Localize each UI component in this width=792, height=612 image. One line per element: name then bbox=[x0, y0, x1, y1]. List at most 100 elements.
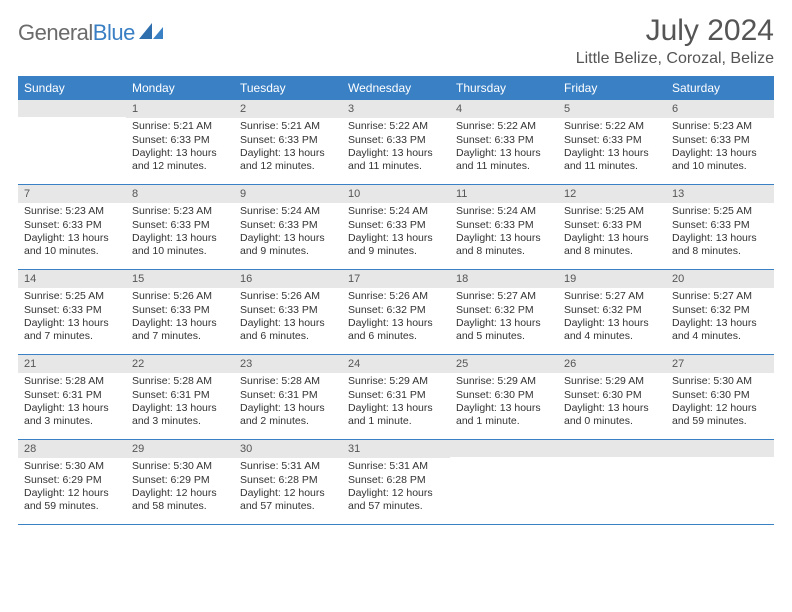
day-number: 15 bbox=[126, 270, 234, 288]
day-line: Daylight: 12 hours bbox=[672, 402, 768, 415]
day-line: Sunrise: 5:26 AM bbox=[348, 290, 444, 303]
day-line: Sunrise: 5:25 AM bbox=[564, 205, 660, 218]
day-number: 1 bbox=[126, 100, 234, 118]
day-cell: 31Sunrise: 5:31 AMSunset: 6:28 PMDayligh… bbox=[342, 440, 450, 524]
day-line: and 3 minutes. bbox=[24, 415, 120, 428]
brand-text: GeneralBlue bbox=[18, 20, 135, 46]
brand-logo: GeneralBlue bbox=[18, 14, 165, 46]
day-body: Sunrise: 5:23 AMSunset: 6:33 PMDaylight:… bbox=[18, 203, 126, 265]
day-line: Sunset: 6:33 PM bbox=[564, 134, 660, 147]
day-line: Sunrise: 5:28 AM bbox=[132, 375, 228, 388]
day-line: and 59 minutes. bbox=[672, 415, 768, 428]
day-line: Sunset: 6:33 PM bbox=[564, 219, 660, 232]
day-cell: 30Sunrise: 5:31 AMSunset: 6:28 PMDayligh… bbox=[234, 440, 342, 524]
header: GeneralBlue July 2024 Little Belize, Cor… bbox=[18, 14, 774, 68]
day-number: 3 bbox=[342, 100, 450, 118]
sail-icon bbox=[139, 21, 165, 46]
day-number: 21 bbox=[18, 355, 126, 373]
week-row: 7Sunrise: 5:23 AMSunset: 6:33 PMDaylight… bbox=[18, 185, 774, 270]
day-line: Daylight: 13 hours bbox=[456, 402, 552, 415]
day-line: and 6 minutes. bbox=[348, 330, 444, 343]
day-cell: 9Sunrise: 5:24 AMSunset: 6:33 PMDaylight… bbox=[234, 185, 342, 269]
location: Little Belize, Corozal, Belize bbox=[576, 50, 774, 68]
day-body: Sunrise: 5:31 AMSunset: 6:28 PMDaylight:… bbox=[234, 458, 342, 520]
day-line: and 4 minutes. bbox=[564, 330, 660, 343]
day-cell: 15Sunrise: 5:26 AMSunset: 6:33 PMDayligh… bbox=[126, 270, 234, 354]
day-body: Sunrise: 5:28 AMSunset: 6:31 PMDaylight:… bbox=[18, 373, 126, 435]
weekday-header: Friday bbox=[558, 76, 666, 100]
weekday-header: Sunday bbox=[18, 76, 126, 100]
day-cell: 22Sunrise: 5:28 AMSunset: 6:31 PMDayligh… bbox=[126, 355, 234, 439]
day-line: Sunset: 6:32 PM bbox=[348, 304, 444, 317]
day-line: Sunset: 6:33 PM bbox=[672, 219, 768, 232]
day-line: Sunrise: 5:24 AM bbox=[348, 205, 444, 218]
week-row: 14Sunrise: 5:25 AMSunset: 6:33 PMDayligh… bbox=[18, 270, 774, 355]
day-line: Sunset: 6:29 PM bbox=[24, 474, 120, 487]
day-cell: 21Sunrise: 5:28 AMSunset: 6:31 PMDayligh… bbox=[18, 355, 126, 439]
day-cell bbox=[450, 440, 558, 524]
day-line: and 10 minutes. bbox=[132, 245, 228, 258]
day-line: and 58 minutes. bbox=[132, 500, 228, 513]
day-number: 8 bbox=[126, 185, 234, 203]
day-body: Sunrise: 5:27 AMSunset: 6:32 PMDaylight:… bbox=[558, 288, 666, 350]
day-body: Sunrise: 5:29 AMSunset: 6:31 PMDaylight:… bbox=[342, 373, 450, 435]
day-number: 26 bbox=[558, 355, 666, 373]
day-line: Sunrise: 5:26 AM bbox=[132, 290, 228, 303]
brand-word2: Blue bbox=[93, 20, 135, 45]
day-line: Daylight: 12 hours bbox=[132, 487, 228, 500]
day-line: Sunrise: 5:29 AM bbox=[348, 375, 444, 388]
day-line: Sunset: 6:28 PM bbox=[348, 474, 444, 487]
day-cell: 20Sunrise: 5:27 AMSunset: 6:32 PMDayligh… bbox=[666, 270, 774, 354]
day-line: Sunset: 6:32 PM bbox=[456, 304, 552, 317]
day-number: 2 bbox=[234, 100, 342, 118]
day-line: Sunrise: 5:22 AM bbox=[564, 120, 660, 133]
day-line: Sunset: 6:33 PM bbox=[24, 304, 120, 317]
day-number: 5 bbox=[558, 100, 666, 118]
day-cell: 23Sunrise: 5:28 AMSunset: 6:31 PMDayligh… bbox=[234, 355, 342, 439]
day-line: Sunset: 6:33 PM bbox=[348, 219, 444, 232]
day-line: and 12 minutes. bbox=[132, 160, 228, 173]
day-cell: 14Sunrise: 5:25 AMSunset: 6:33 PMDayligh… bbox=[18, 270, 126, 354]
day-line: and 57 minutes. bbox=[240, 500, 336, 513]
day-cell bbox=[666, 440, 774, 524]
day-line: Daylight: 13 hours bbox=[564, 402, 660, 415]
day-line: Daylight: 13 hours bbox=[240, 402, 336, 415]
day-line: and 9 minutes. bbox=[348, 245, 444, 258]
day-line: and 8 minutes. bbox=[564, 245, 660, 258]
day-line: Daylight: 12 hours bbox=[348, 487, 444, 500]
day-line: and 2 minutes. bbox=[240, 415, 336, 428]
day-number bbox=[558, 440, 666, 457]
day-line: and 7 minutes. bbox=[132, 330, 228, 343]
day-number: 10 bbox=[342, 185, 450, 203]
day-line: Sunrise: 5:30 AM bbox=[672, 375, 768, 388]
day-line: Sunset: 6:33 PM bbox=[132, 219, 228, 232]
day-number bbox=[450, 440, 558, 457]
day-number: 23 bbox=[234, 355, 342, 373]
day-line: and 11 minutes. bbox=[456, 160, 552, 173]
day-line: Sunrise: 5:30 AM bbox=[24, 460, 120, 473]
day-number: 18 bbox=[450, 270, 558, 288]
day-number: 14 bbox=[18, 270, 126, 288]
weekday-header-row: Sunday Monday Tuesday Wednesday Thursday… bbox=[18, 76, 774, 100]
day-line: Sunrise: 5:29 AM bbox=[564, 375, 660, 388]
day-body: Sunrise: 5:30 AMSunset: 6:30 PMDaylight:… bbox=[666, 373, 774, 435]
day-line: Sunrise: 5:21 AM bbox=[240, 120, 336, 133]
day-line: and 12 minutes. bbox=[240, 160, 336, 173]
day-cell: 25Sunrise: 5:29 AMSunset: 6:30 PMDayligh… bbox=[450, 355, 558, 439]
day-number: 16 bbox=[234, 270, 342, 288]
day-line: Daylight: 12 hours bbox=[24, 487, 120, 500]
day-body: Sunrise: 5:24 AMSunset: 6:33 PMDaylight:… bbox=[234, 203, 342, 265]
day-line: Sunrise: 5:31 AM bbox=[240, 460, 336, 473]
day-number: 24 bbox=[342, 355, 450, 373]
day-line: and 59 minutes. bbox=[24, 500, 120, 513]
day-body: Sunrise: 5:27 AMSunset: 6:32 PMDaylight:… bbox=[450, 288, 558, 350]
day-number: 7 bbox=[18, 185, 126, 203]
day-body: Sunrise: 5:22 AMSunset: 6:33 PMDaylight:… bbox=[342, 118, 450, 180]
day-cell: 28Sunrise: 5:30 AMSunset: 6:29 PMDayligh… bbox=[18, 440, 126, 524]
day-line: Daylight: 13 hours bbox=[24, 402, 120, 415]
day-number: 12 bbox=[558, 185, 666, 203]
day-cell: 6Sunrise: 5:23 AMSunset: 6:33 PMDaylight… bbox=[666, 100, 774, 184]
day-line: Daylight: 13 hours bbox=[672, 232, 768, 245]
day-cell: 3Sunrise: 5:22 AMSunset: 6:33 PMDaylight… bbox=[342, 100, 450, 184]
day-number: 13 bbox=[666, 185, 774, 203]
